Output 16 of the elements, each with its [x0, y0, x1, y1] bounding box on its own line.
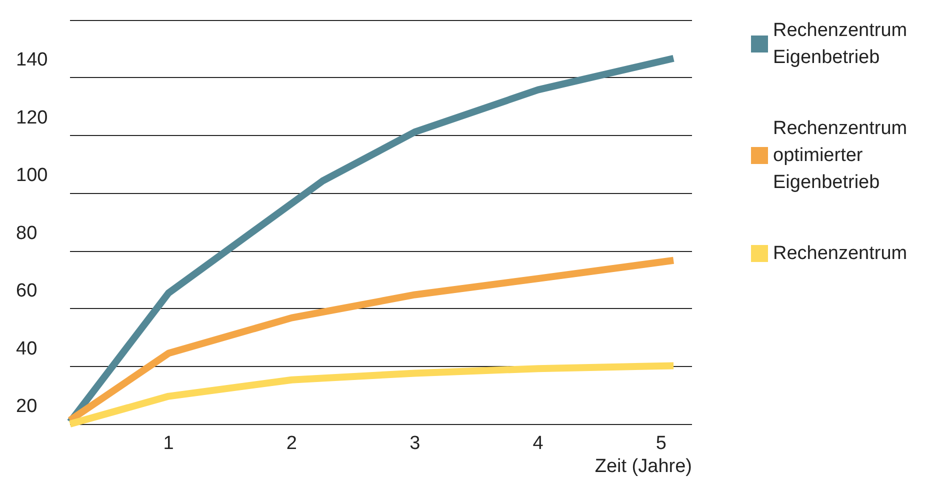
y-tick-label: 20 [16, 396, 38, 417]
y-tick-label: 40 [16, 338, 38, 360]
x-tick-label: 3 [410, 433, 420, 454]
x-tick-label: 1 [163, 433, 174, 454]
legend-label: Rechenzentrum Eigenbetrieb [773, 20, 912, 68]
x-axis-title: Zeit (Jahre) [594, 456, 692, 477]
legend-label: Rechenzentrum optimierter Eigenbetrieb [773, 118, 912, 193]
y-tick-label: 80 [16, 222, 38, 244]
legend-label: Rechenzentrum [773, 243, 908, 264]
y-tick-label: 60 [16, 280, 38, 302]
x-tick-label: 2 [286, 433, 297, 454]
y-tick-label: 100 [16, 165, 48, 186]
x-tick-label: 4 [532, 433, 544, 454]
y-tick-label: 120 [16, 107, 48, 128]
x-tick-label: 5 [656, 433, 666, 454]
y-tick-label: 140 [16, 50, 48, 71]
